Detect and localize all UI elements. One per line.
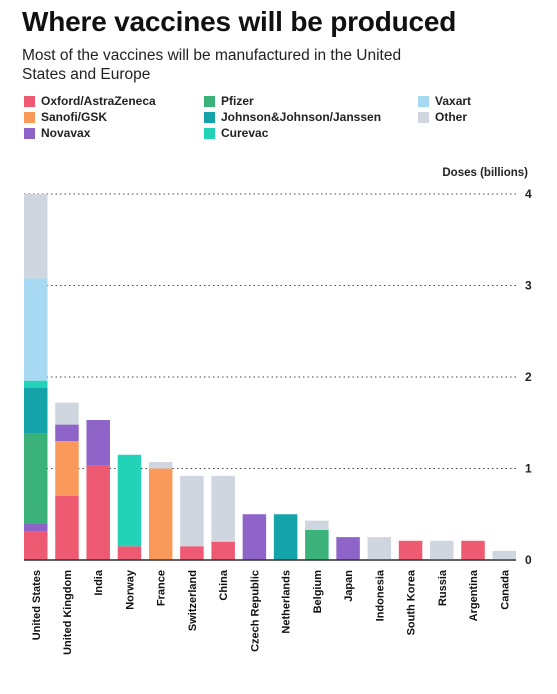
bar-segment-united-kingdom-sanofi-gsk [55,441,79,496]
legend-label: Other [435,110,468,124]
legend-label: Oxford/AstraZeneca [41,94,156,108]
legend-item-other: Other [418,110,467,124]
legend-swatch [24,111,35,123]
x-tick-label-norway: Norway [124,569,136,610]
bar-segment-united-states-novavax [24,523,48,532]
chart-subtitle: Most of the vaccines will be manufacture… [22,47,402,83]
bar-segment-czech-republic-novavax [242,514,267,560]
x-tick-label-belgium: Belgium [312,570,324,614]
y-axis-label: Doses (billions) [442,167,528,179]
y-tick-label: 0 [525,553,532,567]
x-tick-label-canada: Canada [499,569,511,610]
bar-segment-china-oxford-astrazeneca [211,541,235,560]
legend-swatch [204,95,215,107]
bar-segment-russia-other [430,540,454,560]
legend-label: Pfizer [221,94,254,108]
x-tick-label-czech-republic: Czech Republic [249,570,261,652]
x-tick-label-argentina: Argentina [468,569,480,621]
legend-label: Curevac [221,126,269,140]
bar-segment-japan-novavax [336,537,360,560]
legend-swatch [24,127,35,139]
legend-item-vaxart: Vaxart [418,94,471,108]
x-tick-label-china: China [218,569,230,600]
bar-segment-united-states-vaxart [24,278,48,381]
legend: Oxford/AstraZeneca Sanofi/GSK Novavax Pfize… [24,94,544,148]
legend-item-pfizer: Pfizer [204,94,254,108]
bar-segment-belgium-pfizer [305,529,329,560]
bar-segment-china-other [211,475,235,542]
legend-swatch [204,111,215,123]
y-tick-label: 1 [525,462,532,476]
bar-segment-argentina-oxford-astrazeneca [461,540,485,560]
legend-item-curevac: Curevac [204,126,268,140]
y-tick-label: 4 [525,187,532,201]
x-tick-label-netherlands: Netherlands [281,570,293,634]
bar-segment-france-other [148,462,173,469]
x-tick-label-india: India [93,569,105,596]
bar-segment-united-states-oxford-astrazeneca [24,531,48,560]
bar-segment-united-states-pfizer [24,433,48,524]
x-tick-label-russia: Russia [437,569,449,606]
y-tick-label: 2 [525,370,532,384]
bar-segment-france-sanofi-gsk [148,468,173,560]
bar-segment-united-states-curevac [24,380,48,388]
stacked-bar-chart: Doses (billions) 0 1 2 3 4 United States United… [24,167,532,655]
x-tick-label-japan: Japan [343,570,355,602]
x-tick-label-united-states: United States [31,570,43,640]
legend-swatch [418,111,429,123]
bar-segment-netherlands-johnson-johnson-janssen [273,514,298,560]
legend-item-novavax: Novavax [24,126,90,140]
bar-segment-india-oxford-astrazeneca [86,465,110,560]
bar-segment-belgium-other [305,520,329,530]
bar-segment-switzerland-other [180,475,204,547]
legend-swatch [418,95,429,107]
legend-label: Johnson&Johnson/Janssen [221,110,382,124]
bar-segment-norway-curevac [117,454,142,547]
legend-item-sanofi-gsk: Sanofi/GSK [24,110,107,124]
bar-segment-united-kingdom-novavax [55,424,79,442]
bar-segment-switzerland-oxford-astrazeneca [180,546,204,560]
legend-label: Novavax [41,126,91,140]
bar-segment-indonesia-other [367,537,392,560]
legend-item-oxford-astrazeneca: Oxford/AstraZeneca [24,94,156,108]
x-tick-label-switzerland: Switzerland [187,570,199,631]
legend-label: Vaxart [435,94,472,108]
x-tick-label-indonesia: Indonesia [374,569,386,621]
bar-segment-india-novavax [86,420,110,466]
bar-segment-south-korea-oxford-astrazeneca [398,540,423,560]
legend-item-johnson-johnson-janssen: Johnson&Johnson/Janssen [204,110,381,124]
bar-segment-united-states-other [24,194,48,279]
bar-segment-united-kingdom-other [55,402,79,425]
bar-segment-united-states-johnson-johnson-janssen [24,387,48,434]
x-tick-label-south-korea: South Korea [406,569,418,635]
x-tick-label-france: France [156,570,168,606]
legend-swatch [204,127,215,139]
x-tick-label-united-kingdom: United Kingdom [62,570,74,655]
legend-swatch [24,95,35,107]
chart-title: Where vaccines will be produced [22,6,457,37]
y-tick-label: 3 [525,279,532,293]
bar-segment-united-kingdom-oxford-astrazeneca [55,495,79,560]
legend-label: Sanofi/GSK [41,110,108,124]
bar-segment-canada-other [492,550,516,560]
bar-segment-norway-oxford-astrazeneca [117,546,142,560]
